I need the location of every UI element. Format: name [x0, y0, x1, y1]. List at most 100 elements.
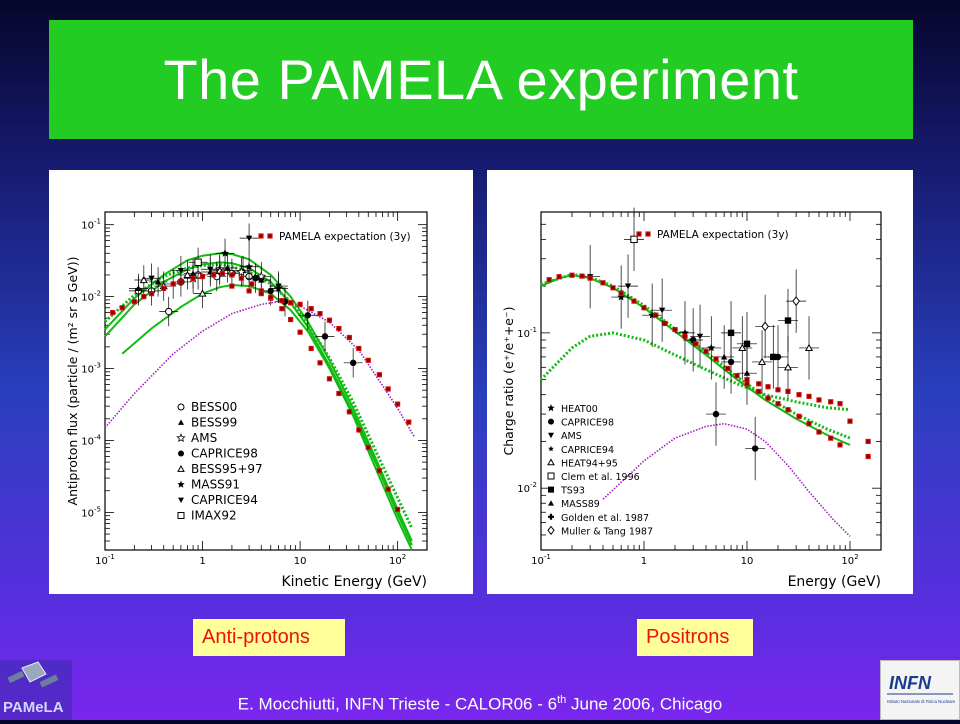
- data-point: [148, 275, 155, 282]
- data-point: [288, 300, 294, 306]
- data-point: [365, 357, 371, 363]
- data-point: [219, 270, 226, 277]
- data-point: [784, 317, 792, 324]
- series-5: [721, 288, 798, 389]
- legend-marker-6: [548, 486, 554, 493]
- legend-marker-8: [548, 513, 554, 520]
- curve-green-dotted-2: [539, 331, 851, 412]
- series-6: [714, 325, 757, 405]
- data-point: [198, 289, 207, 297]
- series-2: [580, 244, 711, 369]
- data-point: [546, 277, 552, 283]
- legend-marker-1: [548, 418, 554, 425]
- legend-marker-4: [547, 458, 555, 466]
- data-point: [326, 317, 333, 323]
- legend-pamela-label: PAMELA expectation (3y): [657, 229, 789, 241]
- legend-label-1: BESS99: [191, 416, 237, 430]
- pamela-logo: PAMeLA: [0, 660, 72, 720]
- data-point: [816, 397, 822, 403]
- legend-label-1: CAPRICE98: [561, 418, 614, 429]
- data-point: [587, 275, 593, 281]
- x-tick-label-1: 1: [199, 556, 205, 567]
- legend-marker-7: [177, 512, 185, 519]
- antiprotons-label: Anti-protons: [193, 619, 345, 656]
- legend-label-5: MASS91: [191, 478, 240, 492]
- title-bar: The PAMELA experiment: [49, 20, 913, 139]
- data-point: [308, 345, 314, 352]
- data-point: [556, 274, 562, 280]
- curve-magenta-dotted-4: [104, 300, 416, 438]
- data-point: [238, 275, 244, 281]
- legend-label-6: CAPRICE94: [191, 493, 258, 507]
- data-point: [672, 326, 678, 333]
- data-point: [252, 275, 259, 282]
- positron-chart-panel: 10-1 1 10 102 10-1 10-2 Energy (GeV) Charge rat…: [487, 170, 913, 594]
- data-point: [236, 266, 247, 277]
- axis-ticks: [540, 212, 882, 551]
- legend-label-2: AMS: [191, 431, 217, 445]
- data-point: [796, 413, 802, 419]
- data-point: [356, 427, 362, 433]
- data-point: [792, 296, 800, 307]
- x-tick-label-2: 10: [294, 556, 307, 567]
- x-tick-label-2: 10: [741, 556, 754, 567]
- data-point: [346, 334, 352, 341]
- legend-pamela-marker: [258, 233, 264, 239]
- data-point: [154, 278, 162, 285]
- y-tick-label-0: 10-1: [517, 326, 537, 340]
- data-point: [135, 285, 142, 291]
- legend-marker-9: [547, 525, 555, 536]
- data-point: [297, 301, 303, 307]
- data-point: [720, 353, 728, 360]
- y-tick-label-1: 10-2: [517, 481, 537, 495]
- x-tick-label-1: 1: [641, 556, 647, 567]
- data-point: [765, 384, 771, 390]
- data-point: [177, 268, 185, 274]
- data-point: [304, 312, 312, 319]
- legend-marker-2: [548, 432, 554, 439]
- data-point: [258, 291, 264, 297]
- positrons-label: Positrons: [637, 619, 753, 656]
- series-6: [142, 223, 288, 301]
- x-tick-label-0: 10-1: [95, 553, 115, 567]
- data-point: [775, 401, 781, 407]
- data-point: [751, 445, 759, 452]
- y-tick-label-0: 10-1: [81, 218, 101, 232]
- legend: HEAT00 CAPRICE98 AMS CAPRICE94 HEAT94+95 Clem…: [547, 404, 653, 537]
- y-tick-label-2: 10-3: [81, 362, 101, 376]
- data-point: [783, 363, 793, 371]
- y-tick-label-4: 10-5: [81, 505, 101, 519]
- data-point: [194, 258, 202, 266]
- x-tick-label-3: 102: [389, 553, 406, 567]
- positron-charge-ratio-chart: 10-1 1 10 102 10-1 10-2 Energy (GeV) Charge rat…: [501, 207, 882, 590]
- data-point: [395, 506, 401, 513]
- legend-marker-5: [177, 480, 185, 488]
- data-point: [317, 311, 323, 317]
- series-9: [229, 283, 412, 425]
- data-point: [770, 353, 777, 361]
- series-8: [110, 270, 401, 513]
- data-point: [356, 345, 362, 352]
- data-point: [336, 390, 342, 397]
- data-series: [110, 223, 412, 513]
- data-point: [183, 270, 192, 279]
- data-point: [321, 333, 329, 340]
- data-point: [693, 341, 699, 347]
- footer-superscript: th: [557, 694, 567, 706]
- data-point: [837, 442, 843, 448]
- data-point: [249, 281, 255, 287]
- y-axis-label: Antiproton flux (particle / (m² sr s GeV…: [65, 257, 80, 506]
- data-point: [761, 321, 769, 332]
- data-point: [828, 399, 834, 405]
- legend-label-6: TS93: [560, 486, 585, 497]
- data-point: [161, 285, 167, 292]
- data-point: [707, 343, 716, 352]
- curve-magenta-dotted-3: [602, 422, 851, 537]
- data-point: [229, 272, 235, 278]
- data-point: [624, 283, 632, 290]
- data-point: [165, 307, 173, 316]
- data-point: [610, 285, 616, 291]
- data-point: [713, 356, 719, 362]
- data-point: [696, 333, 704, 340]
